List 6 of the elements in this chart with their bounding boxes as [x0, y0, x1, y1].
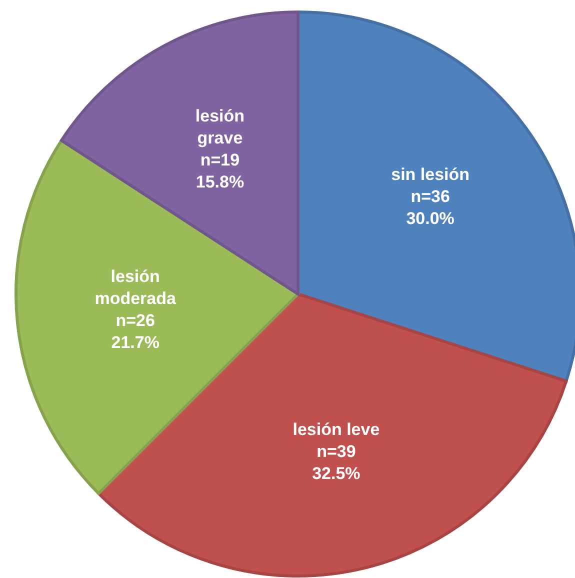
data-label: n=19 15.8%	[196, 150, 244, 192]
slice-label: lesión leve	[292, 420, 380, 440]
data-label: n=36 30.0%	[406, 187, 454, 228]
data-label: n=39 32.5%	[312, 442, 360, 484]
slice-label: sin lesión	[391, 165, 470, 184]
data-label: n=26 21.7%	[111, 312, 160, 353]
